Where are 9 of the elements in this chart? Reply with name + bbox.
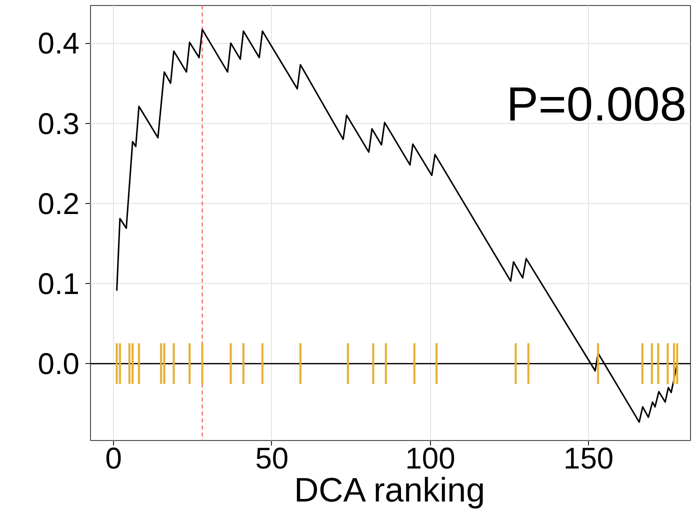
y-tick-label: 0.2 [38, 188, 80, 221]
y-tick-label: 0.3 [38, 108, 80, 141]
x-tick-label: 50 [255, 442, 289, 476]
x-tick-label: 0 [105, 442, 122, 476]
x-tick-label: 150 [564, 442, 614, 476]
y-tick-label: 0.1 [38, 268, 80, 301]
y-tick-label: 0.0 [38, 348, 80, 382]
y-tick-label: 0.4 [38, 28, 80, 61]
annotation: P=0.008 [506, 78, 687, 132]
